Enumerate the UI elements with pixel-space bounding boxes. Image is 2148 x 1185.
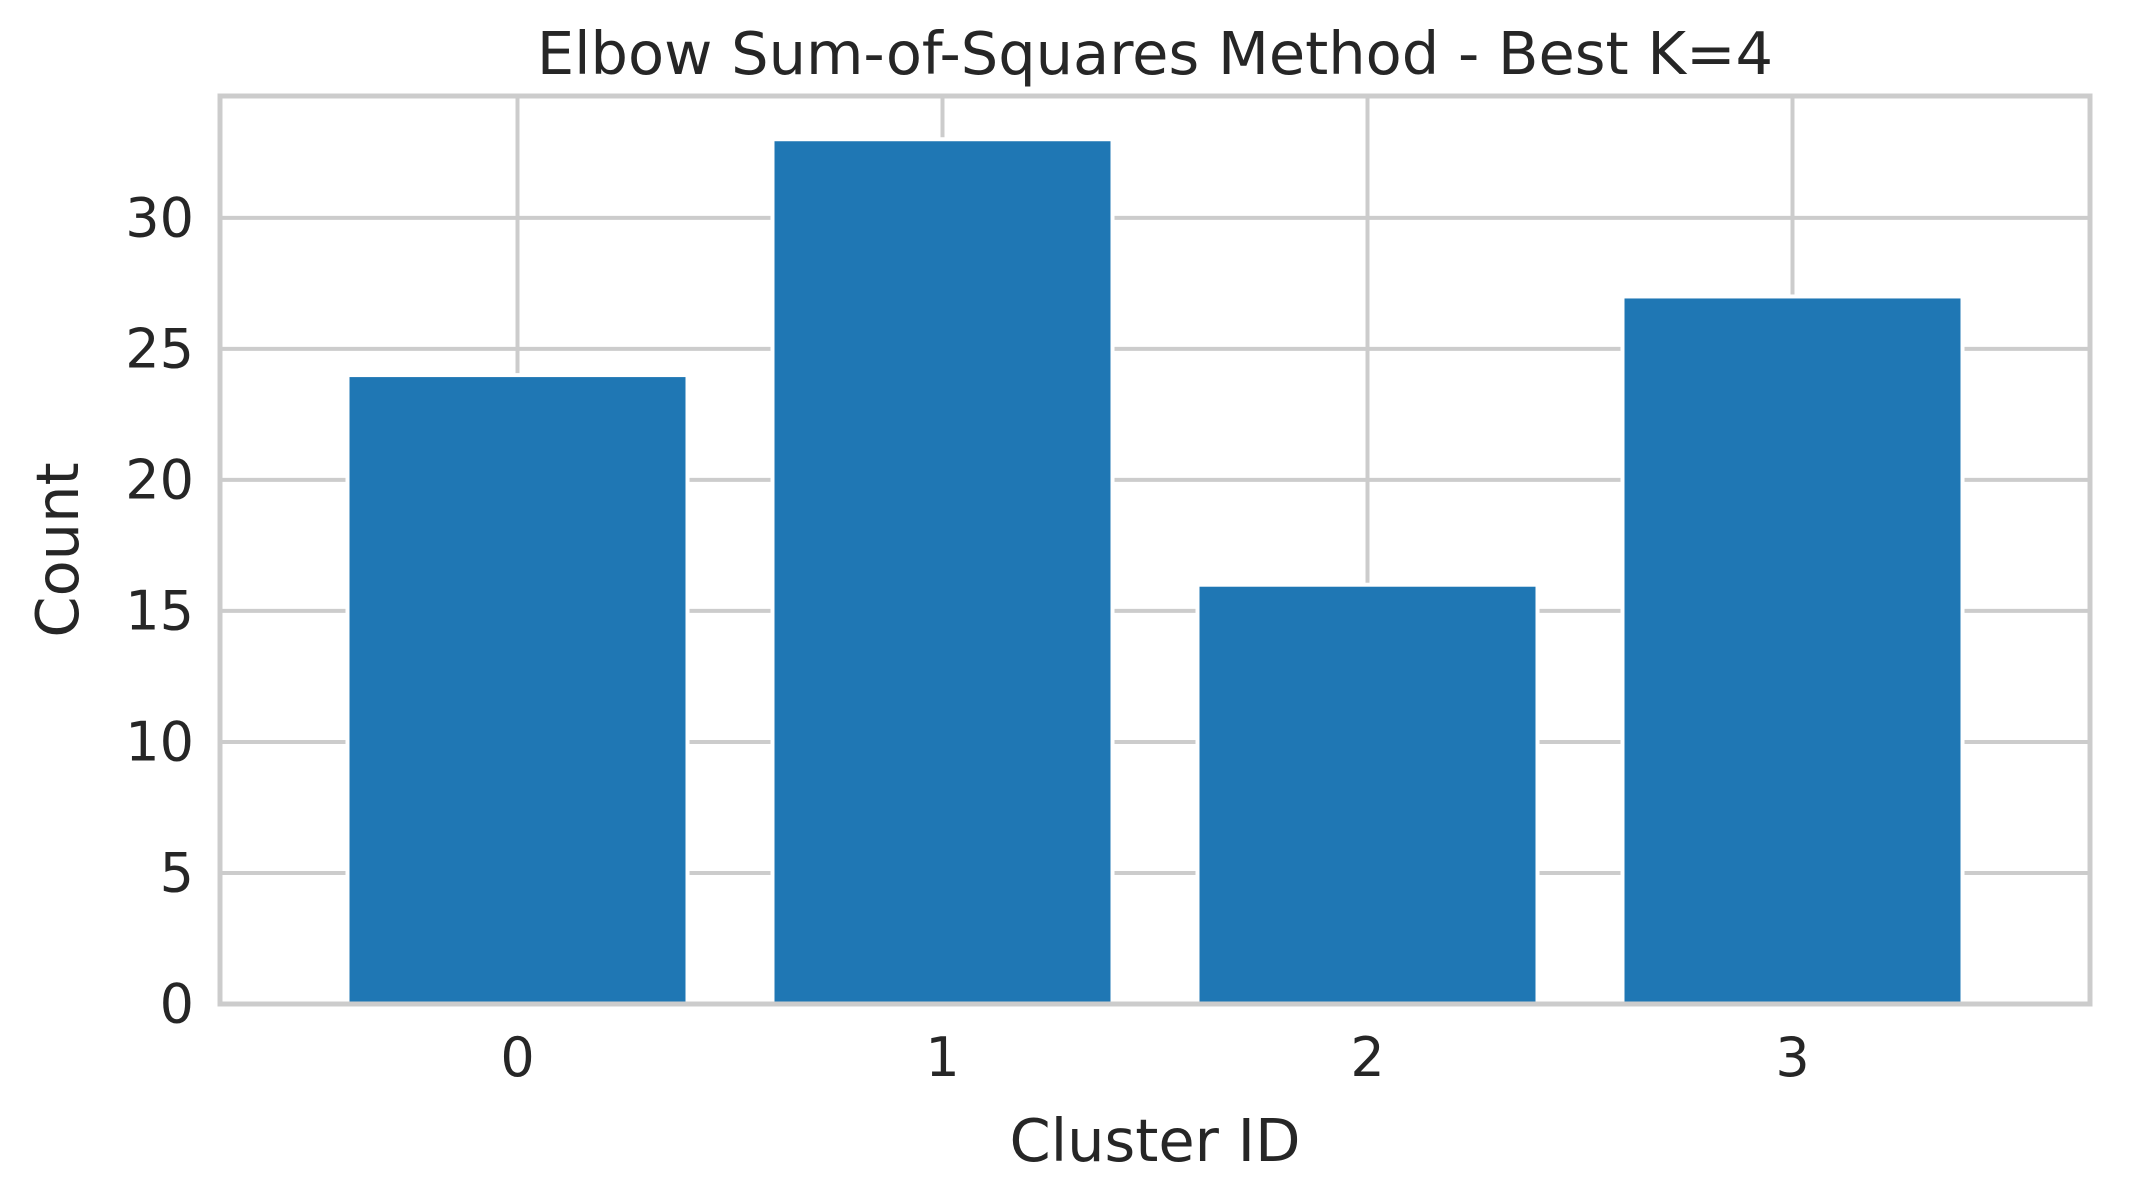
y-tick-label: 20 xyxy=(125,448,194,511)
y-tick-label: 5 xyxy=(160,841,194,904)
y-tick-label: 10 xyxy=(125,710,194,773)
x-axis-label: Cluster ID xyxy=(1010,1106,1301,1175)
x-tick-label: 0 xyxy=(500,1026,534,1089)
plot-frame xyxy=(217,93,2093,1007)
x-tick-label: 2 xyxy=(1350,1026,1384,1089)
bar-cluster-3 xyxy=(1620,294,1965,1006)
y-tick-label: 30 xyxy=(125,186,194,249)
bars xyxy=(345,137,1965,1006)
y-tick-labels: 0 5 10 15 20 25 30 xyxy=(125,186,194,1035)
x-tick-labels: 0 1 2 3 xyxy=(500,1026,1809,1089)
bar-cluster-1 xyxy=(770,137,1115,1006)
y-tick-label: 0 xyxy=(160,973,194,1036)
x-tick-label: 3 xyxy=(1775,1026,1809,1089)
chart-title: Elbow Sum-of-Squares Method - Best K=4 xyxy=(537,19,1773,88)
x-tick-label: 1 xyxy=(925,1026,959,1089)
bar-cluster-0 xyxy=(345,373,690,1006)
y-tick-label: 25 xyxy=(125,317,194,380)
y-tick-label: 15 xyxy=(125,579,194,642)
y-axis-label: Count xyxy=(23,462,92,637)
bar-cluster-2 xyxy=(1195,582,1540,1006)
